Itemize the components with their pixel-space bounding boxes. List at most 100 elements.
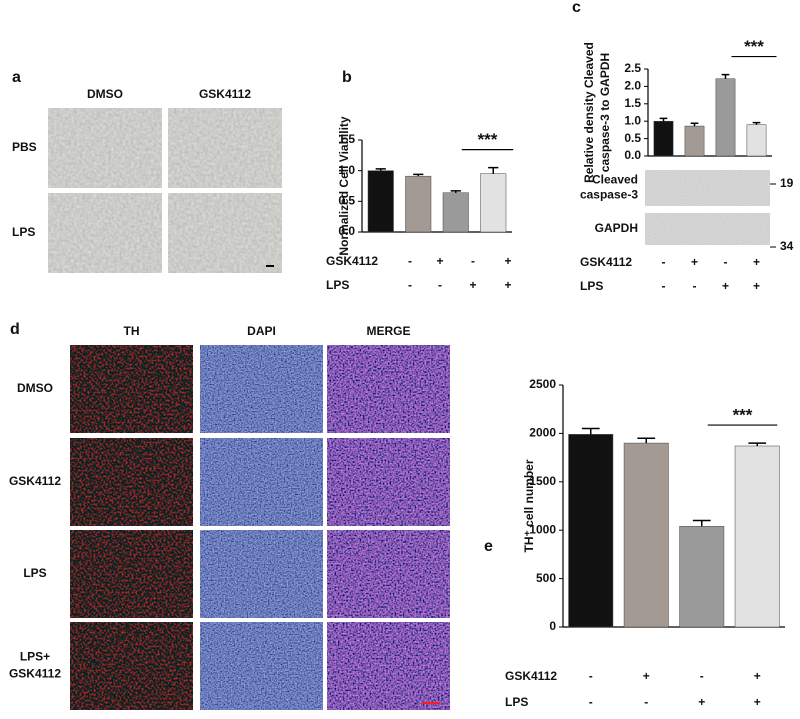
condition-label: LPS bbox=[580, 279, 603, 293]
condition-sign: - bbox=[662, 279, 666, 293]
significance: *** bbox=[733, 406, 753, 425]
row-label: DMSO bbox=[17, 381, 53, 395]
y-tick-label: 1.5 bbox=[338, 132, 355, 146]
blot bbox=[644, 169, 771, 207]
error-bar bbox=[450, 190, 461, 193]
condition-sign: + bbox=[504, 278, 511, 292]
y-tick-label: 1000 bbox=[529, 522, 556, 536]
error-bar bbox=[690, 122, 699, 127]
y-tick-label: 1500 bbox=[529, 474, 556, 488]
bar bbox=[480, 173, 507, 233]
condition-label: GSK4112 bbox=[326, 254, 378, 268]
condition-sign: + bbox=[753, 255, 760, 269]
y-tick-label: 1.5 bbox=[624, 96, 641, 110]
error-bar bbox=[488, 166, 499, 174]
column-label: DMSO bbox=[87, 87, 123, 101]
condition-sign: + bbox=[698, 695, 705, 709]
error-bar bbox=[413, 173, 424, 177]
condition-label: GSK4112 bbox=[505, 669, 557, 683]
condition-sign: + bbox=[754, 695, 761, 709]
condition-sign: + bbox=[643, 669, 650, 683]
condition-sign: - bbox=[693, 279, 697, 293]
y-tick-label: 0.5 bbox=[624, 131, 641, 145]
condition-sign: + bbox=[504, 254, 511, 268]
significance: *** bbox=[478, 130, 498, 149]
micrograph bbox=[168, 108, 282, 188]
fluorescence-image bbox=[327, 438, 450, 526]
condition-sign: - bbox=[589, 669, 593, 683]
row-label: GSK4112 bbox=[9, 474, 61, 488]
bar bbox=[679, 526, 725, 628]
condition-sign: + bbox=[722, 279, 729, 293]
panel-label: d bbox=[10, 321, 20, 338]
fluorescence-image bbox=[327, 345, 450, 433]
condition-sign: + bbox=[469, 278, 476, 292]
panel-label: a bbox=[12, 69, 21, 86]
panel-label: e bbox=[484, 538, 493, 555]
y-tick-label: 0 bbox=[549, 619, 556, 633]
fluorescence-image bbox=[70, 438, 193, 526]
bar bbox=[568, 434, 614, 628]
error-bar bbox=[752, 121, 761, 125]
fluorescence-image bbox=[70, 345, 193, 433]
blot bbox=[644, 212, 771, 246]
panel-label: b bbox=[342, 69, 352, 86]
row-label: GSK4112 bbox=[9, 667, 61, 681]
blot-label: GAPDH bbox=[595, 221, 638, 235]
condition-sign: - bbox=[471, 254, 475, 268]
blot-label: Cleaved bbox=[592, 173, 638, 187]
y-axis-label: Relative density Cleaved bbox=[582, 42, 596, 183]
error-bar bbox=[721, 73, 730, 79]
condition-sign: + bbox=[753, 279, 760, 293]
condition-sign: + bbox=[754, 669, 761, 683]
y-tick-label: 1.0 bbox=[338, 163, 355, 177]
condition-sign: + bbox=[691, 255, 698, 269]
column-label: DAPI bbox=[247, 324, 276, 338]
bar bbox=[684, 125, 705, 157]
fluorescence-image bbox=[70, 530, 193, 618]
error-bar bbox=[637, 437, 656, 444]
error-bar bbox=[659, 117, 668, 122]
bar bbox=[746, 124, 767, 157]
blot-marker: 34 bbox=[780, 239, 794, 253]
condition-sign: - bbox=[662, 255, 666, 269]
significance: *** bbox=[744, 37, 764, 56]
y-axis-label: caspase-3 to GAPDH bbox=[598, 53, 612, 172]
bar bbox=[623, 442, 669, 628]
bar bbox=[653, 120, 674, 157]
error-bar bbox=[375, 168, 386, 171]
micrograph bbox=[168, 193, 282, 273]
blot-label: caspase-3 bbox=[580, 188, 638, 202]
fluorescence-image bbox=[70, 622, 193, 710]
condition-sign: - bbox=[408, 278, 412, 292]
y-tick-label: 500 bbox=[536, 571, 556, 585]
bar bbox=[734, 445, 780, 628]
y-tick-label: 0.0 bbox=[624, 148, 641, 162]
column-label: MERGE bbox=[366, 324, 410, 338]
y-axis-label: Normalized Cell Viability bbox=[337, 116, 351, 255]
micrograph bbox=[48, 193, 162, 273]
bar bbox=[442, 192, 469, 233]
fluorescence-image bbox=[200, 622, 323, 710]
condition-sign: - bbox=[700, 669, 704, 683]
fluorescence-image bbox=[200, 530, 323, 618]
bar bbox=[715, 78, 736, 157]
fluorescence-image bbox=[327, 530, 450, 618]
micrograph bbox=[48, 108, 162, 188]
panel-label: c bbox=[572, 0, 581, 16]
y-tick-label: 0.0 bbox=[338, 224, 355, 238]
row-label: LPS bbox=[12, 225, 35, 239]
condition-sign: - bbox=[408, 254, 412, 268]
fluorescence-image bbox=[327, 622, 450, 710]
condition-sign: - bbox=[438, 278, 442, 292]
fluorescence-image bbox=[200, 438, 323, 526]
condition-label: GSK4112 bbox=[580, 255, 632, 269]
error-bar bbox=[581, 427, 600, 435]
condition-sign: - bbox=[589, 695, 593, 709]
y-tick-label: 2.0 bbox=[624, 79, 641, 93]
condition-sign: - bbox=[644, 695, 648, 709]
fluorescence-image bbox=[200, 345, 323, 433]
row-label: PBS bbox=[12, 140, 37, 154]
condition-sign: - bbox=[724, 255, 728, 269]
condition-sign: + bbox=[436, 254, 443, 268]
